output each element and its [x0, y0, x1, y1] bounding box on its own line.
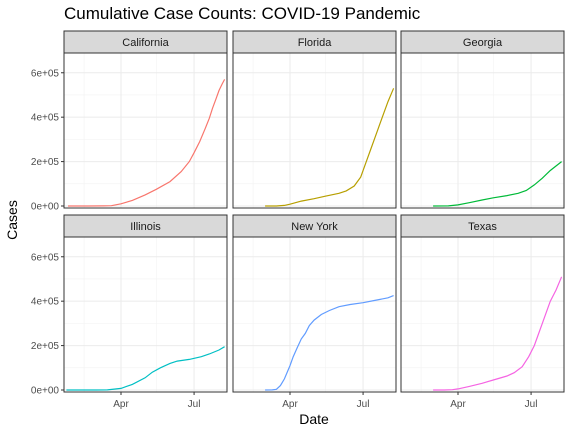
facet-strip-label: New York — [291, 221, 338, 233]
x-tick-label: Jul — [525, 399, 538, 410]
panel-background — [401, 237, 564, 392]
x-tick-label: Apr — [450, 399, 466, 410]
y-tick-label: 4e+05 — [31, 297, 60, 308]
facet-panel-illinois: Illinois 0e+00 2e+05 4e+05 6e+05 Apr Jul — [31, 214, 228, 410]
y-axis-title: Cases — [4, 200, 20, 240]
panel-border — [400, 52, 565, 209]
series-line-illinois — [66, 346, 225, 391]
facet-panel-california: California 0e+00 2e+05 4e+05 6e+05 — [31, 30, 228, 213]
series-line-florida — [265, 88, 395, 207]
y-tick-label: 2e+05 — [31, 341, 60, 352]
panel-border — [63, 52, 228, 209]
panel-background — [401, 53, 564, 208]
facet-panel-georgia: Georgia — [400, 30, 565, 209]
panel-border — [400, 236, 565, 393]
facet-strip-label: Georgia — [463, 37, 503, 49]
x-tick-label: Jul — [357, 399, 370, 410]
series-line-new-york — [265, 295, 394, 391]
series-line-texas — [433, 276, 563, 391]
facet-strip-label: Illinois — [130, 221, 161, 233]
facet-panel-florida: Florida — [232, 30, 397, 209]
panel-border — [232, 52, 397, 209]
panel-background — [64, 237, 227, 392]
panel-background — [233, 237, 396, 392]
y-tick-label: 4e+05 — [31, 113, 60, 124]
x-tick-label: Apr — [282, 399, 298, 410]
series-line-california — [68, 79, 226, 207]
x-tick-label: Jul — [188, 399, 201, 410]
panel-border — [232, 236, 397, 393]
facet-panels: California 0e+00 2e+05 4e+05 6e+05 Florida Geo… — [31, 30, 565, 410]
panel-background — [64, 53, 227, 208]
facet-strip-label: California — [122, 37, 169, 49]
y-tick-label: 2e+05 — [31, 157, 60, 168]
chart-title: Cumulative Case Counts: COVID-19 Pandemi… — [64, 4, 421, 23]
y-tick-label: 0e+00 — [31, 202, 60, 213]
facet-panel-new-york: New York Apr Jul — [232, 214, 397, 410]
series-line-georgia — [433, 161, 562, 207]
y-tick-label: 0e+00 — [31, 386, 60, 397]
x-axis-title: Date — [299, 411, 329, 427]
y-tick-label: 6e+05 — [31, 252, 60, 263]
x-tick-label: Apr — [113, 399, 129, 410]
facet-panel-texas: Texas Apr Jul — [400, 214, 565, 410]
y-tick-label: 6e+05 — [31, 68, 60, 79]
facet-strip-label: Texas — [468, 221, 497, 233]
panel-background — [233, 53, 396, 208]
facet-strip-label: Florida — [298, 37, 333, 49]
panel-border — [63, 236, 228, 393]
